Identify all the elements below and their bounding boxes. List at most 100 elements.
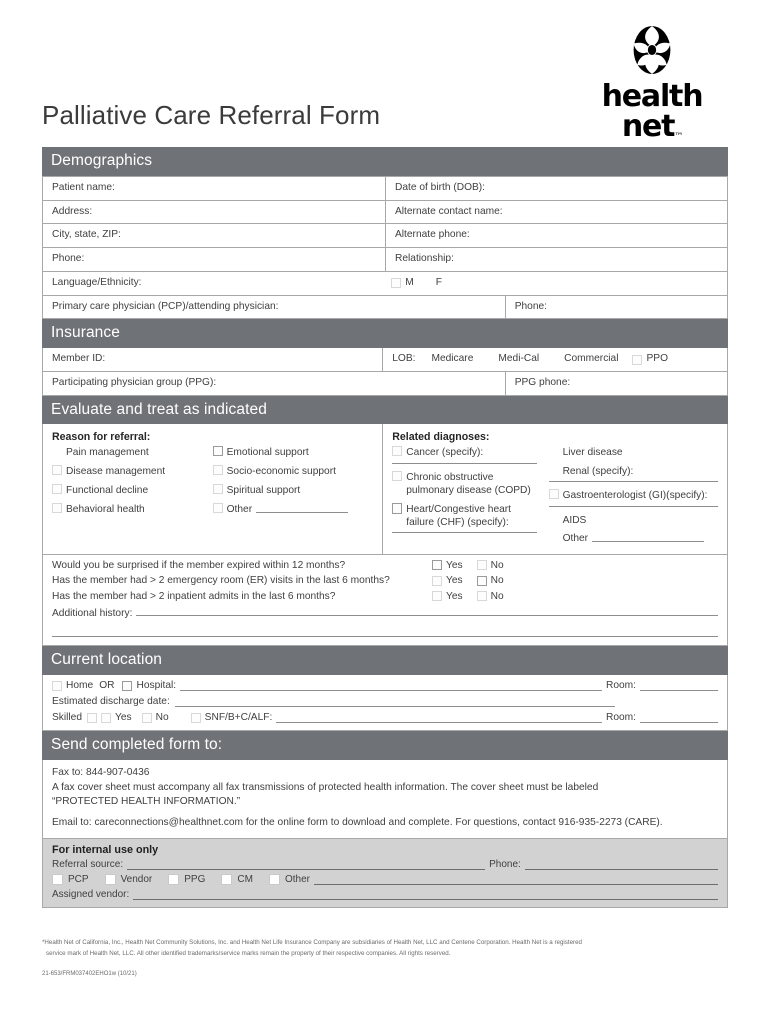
checkbox-sex-male[interactable] [391, 278, 402, 289]
checkbox-skilled-yes[interactable] [101, 712, 112, 723]
checkbox-skilled-spacer[interactable] [87, 712, 98, 723]
alternate-contact-name-field[interactable]: Alternate contact name: [385, 200, 727, 224]
checkbox-copd[interactable] [392, 470, 403, 481]
reason-option-behavioral-health[interactable]: Behavioral health [52, 502, 213, 516]
diagnosis-option-gi[interactable]: Gastroenterologist (GI)(specify): [548, 489, 718, 502]
address-field[interactable]: Address: [52, 205, 93, 217]
diagnosis-option-chf[interactable]: Heart/Congestive heart failure (CHF) (sp… [392, 502, 536, 530]
ppg-field[interactable]: Participating physician group (PPG): [52, 376, 217, 388]
diagnosis-option-renal[interactable]: Renal (specify): [549, 465, 718, 478]
dob-field[interactable]: Date of birth (DOB): [385, 176, 727, 200]
pcp-phone-field[interactable]: Phone: [504, 295, 727, 319]
checkbox-source-cm[interactable] [221, 873, 233, 885]
city-state-zip-field[interactable]: City, state, ZIP: [52, 229, 121, 241]
alternate-phone-field[interactable]: Alternate phone: [385, 224, 727, 248]
ppg-phone-field[interactable]: PPG phone: [504, 371, 727, 395]
room-input-2[interactable] [640, 712, 718, 723]
demographics-row-3: City, state, ZIP: Alternate phone: [42, 224, 728, 249]
checkbox-emotional-support[interactable] [212, 446, 223, 457]
reason-for-referral-block: Reason for referral: Pain management Dis… [43, 424, 382, 553]
q1-no-label: No [490, 559, 504, 571]
diagnosis-option-aids[interactable]: AIDS [549, 514, 718, 527]
checkbox-skilled-no[interactable] [141, 712, 152, 723]
lob-option-commercial[interactable]: Commercial [564, 353, 619, 365]
checkbox-q2-no[interactable] [476, 575, 487, 586]
checkbox-reason-other[interactable] [212, 502, 223, 513]
renal-specify-input[interactable] [548, 480, 718, 483]
source-label-other: Other [284, 873, 310, 885]
checkbox-disease-management[interactable] [52, 465, 62, 476]
checkbox-spiritual-support[interactable] [212, 483, 223, 494]
checkbox-hospital[interactable] [122, 680, 133, 691]
member-id-field[interactable]: Member ID: [52, 353, 106, 365]
pcp-field[interactable]: Primary care physician (PCP)/attending p… [52, 300, 279, 312]
disclaimer-line-1: *Health Net of California, Inc., Health … [42, 939, 582, 946]
checkbox-home[interactable] [52, 680, 62, 691]
additional-history-input-line-1[interactable] [136, 606, 718, 617]
referral-source-input[interactable] [127, 859, 486, 870]
checkbox-gi[interactable] [548, 489, 559, 500]
question-text-er-visits: Has the member had > 2 emergency room (E… [52, 575, 390, 587]
checkbox-q3-no[interactable] [476, 591, 487, 602]
send-to-block: Fax to: 844-907-0436 A fax cover sheet m… [42, 759, 728, 839]
estimated-discharge-input[interactable] [174, 696, 615, 707]
checkbox-lob-ppo[interactable] [632, 354, 643, 365]
reason-option-disease-management[interactable]: Disease management [52, 465, 213, 478]
reason-option-pain-management[interactable]: Pain management [52, 446, 213, 459]
section-header-evaluate: Evaluate and treat as indicated [42, 395, 728, 425]
hospital-label: Hospital: [136, 680, 177, 691]
checkbox-q3-yes[interactable] [432, 591, 442, 602]
snf-input[interactable] [276, 712, 602, 723]
reason-other-input[interactable] [256, 503, 349, 513]
demographics-row-1: Patient name: Date of birth (DOB): [42, 175, 728, 201]
assigned-vendor-input[interactable] [133, 889, 718, 900]
checkbox-snf[interactable] [190, 712, 201, 723]
gi-specify-input[interactable] [548, 505, 718, 507]
reason-label-behavioral-health: Behavioral health [66, 503, 145, 515]
reason-option-functional-decline[interactable]: Functional decline [52, 483, 213, 497]
reason-option-socio-economic-support[interactable]: Socio-economic support [212, 465, 374, 478]
source-other-input[interactable] [313, 874, 718, 885]
relationship-field[interactable]: Relationship: [385, 248, 727, 271]
diagnosis-option-copd[interactable]: Chronic obstructive pulmonary disease (C… [392, 470, 536, 498]
checkbox-socio-economic-support[interactable] [212, 465, 223, 476]
diagnosis-option-liver-disease[interactable]: Liver disease [549, 446, 718, 459]
diagnosis-label-chf: Heart/Congestive heart failure (CHF) (sp… [406, 503, 512, 528]
reason-label-functional-decline: Functional decline [66, 484, 149, 496]
hospital-input[interactable] [180, 680, 602, 691]
lob-option-ppo[interactable]: PPO [646, 353, 668, 365]
lob-option-medi-cal[interactable]: Medi-Cal [498, 353, 540, 365]
checkbox-q1-yes[interactable] [432, 560, 442, 571]
diagnosis-option-other[interactable]: Other [549, 532, 718, 545]
trademark-symbol: ™ [674, 132, 683, 142]
checkbox-behavioral-health[interactable] [52, 502, 62, 513]
patient-name-field[interactable]: Patient name: [52, 181, 115, 193]
diagnosis-option-cancer[interactable]: Cancer (specify): [392, 446, 536, 459]
question-text-expired-12-months: Would you be surprised if the member exp… [52, 559, 346, 571]
checkbox-q2-yes[interactable] [432, 575, 442, 586]
reason-option-other[interactable]: Other [212, 502, 374, 516]
checkbox-functional-decline[interactable] [52, 483, 62, 494]
reason-option-emotional-support[interactable]: Emotional support [212, 446, 374, 459]
lob-option-medicare[interactable]: Medicare [431, 353, 474, 365]
reason-option-spiritual-support[interactable]: Spiritual support [212, 483, 374, 497]
internal-phone-input[interactable] [524, 859, 718, 870]
room-input-1[interactable] [640, 680, 718, 691]
checkbox-cancer[interactable] [392, 446, 403, 457]
diagnosis-other-input[interactable] [592, 532, 705, 543]
diagnosis-label-aids: AIDS [562, 514, 587, 526]
cancer-specify-input[interactable] [392, 462, 537, 464]
checkbox-source-other[interactable] [268, 873, 280, 885]
phone-field[interactable]: Phone: [52, 253, 85, 265]
or-label: OR [99, 680, 115, 691]
checkbox-source-vendor[interactable] [104, 873, 116, 885]
checkbox-chf[interactable] [392, 502, 403, 514]
checkbox-q1-no[interactable] [476, 560, 487, 571]
diagnosis-label-gi: Gastroenterologist (GI)(specify): [562, 490, 708, 502]
chf-specify-input[interactable] [392, 531, 537, 534]
checkbox-source-ppg[interactable] [168, 873, 180, 885]
language-ethnicity-field[interactable]: Language/Ethnicity: [52, 276, 142, 288]
checkbox-source-pcp[interactable] [52, 873, 63, 885]
additional-history-input-line-2[interactable] [52, 626, 718, 638]
source-label-ppg: PPG [184, 873, 206, 885]
